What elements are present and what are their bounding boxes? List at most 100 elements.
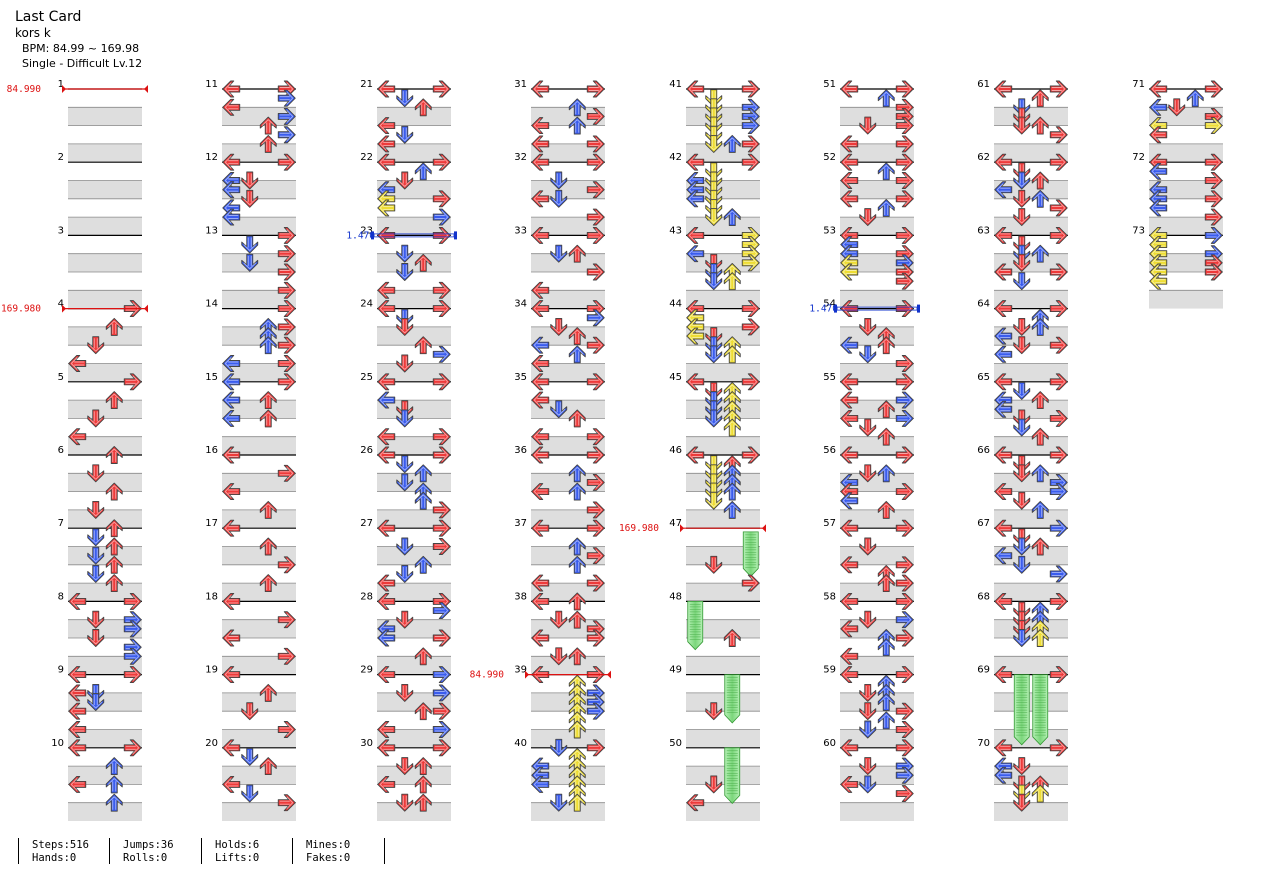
- arrow-right: [895, 245, 914, 263]
- arrow-right: [586, 80, 605, 98]
- arrow-right: [277, 281, 296, 299]
- arrow-left: [68, 592, 87, 610]
- arrow-up: [723, 208, 741, 227]
- arrow-left: [531, 300, 550, 318]
- arrow-left: [377, 117, 396, 135]
- arrow-right: [432, 190, 451, 208]
- measure-number: 40: [514, 738, 527, 749]
- measure-number: 48: [669, 591, 682, 602]
- arrow-up: [877, 89, 895, 108]
- arrow-down: [859, 775, 877, 794]
- measure-number: 65: [977, 372, 990, 383]
- bpm-value: 169.980: [1, 304, 41, 315]
- arrow-up: [105, 537, 123, 556]
- bpm-value: 84.990: [7, 84, 42, 95]
- arrow-right: [432, 629, 451, 647]
- arrow-up: [877, 638, 895, 657]
- arrow-left: [531, 373, 550, 391]
- measure-number: 23: [360, 225, 373, 236]
- arrow-left: [840, 666, 859, 684]
- measure-73: 73: [1132, 225, 1223, 309]
- arrow-right: [432, 345, 451, 363]
- arrow-left: [222, 98, 241, 116]
- arrow-down: [705, 491, 723, 510]
- arrow-down: [241, 253, 259, 272]
- arrow-down: [859, 683, 877, 702]
- arrow-right: [1049, 373, 1068, 391]
- arrow-left: [686, 446, 705, 464]
- arrow-down: [1013, 464, 1031, 483]
- arrow-up: [877, 464, 895, 483]
- measure-40: 40: [514, 738, 605, 821]
- arrow-down: [1013, 537, 1031, 556]
- arrow-left: [1149, 199, 1168, 217]
- measure-49: 49: [669, 665, 760, 748]
- measure-number: 1: [58, 79, 64, 90]
- arrow-down: [396, 757, 414, 776]
- arrow-up: [568, 116, 586, 135]
- measure-number: 44: [669, 299, 682, 310]
- measure-number: 13: [205, 225, 218, 236]
- arrow-left: [377, 666, 396, 684]
- arrow-left: [840, 519, 859, 537]
- arrow-right: [1049, 336, 1068, 354]
- arrow-down: [396, 683, 414, 702]
- arrow-right: [1049, 226, 1068, 244]
- arrow-right: [277, 263, 296, 281]
- song-header: Last Card kors k BPM: 84.99 ~ 169.98 Sin…: [15, 9, 142, 71]
- arrow-left: [1149, 162, 1168, 180]
- arrow-right: [432, 446, 451, 464]
- arrow-left: [840, 373, 859, 391]
- arrow-up: [568, 793, 586, 812]
- arrow-down: [396, 317, 414, 336]
- measure-number: 36: [514, 445, 527, 456]
- arrow-right: [432, 226, 451, 244]
- arrow-right: [1049, 199, 1068, 217]
- measure-65: 65: [977, 372, 1068, 455]
- arrow-down: [1013, 793, 1031, 812]
- arrow-left: [377, 373, 396, 391]
- measure-number: 7: [58, 518, 64, 529]
- stat-jumps: Jumps:36: [123, 839, 174, 851]
- arrow-left: [531, 355, 550, 372]
- arrow-right: [432, 519, 451, 537]
- arrow-right: [741, 153, 760, 171]
- measure-number: 54: [823, 299, 836, 310]
- arrow-down: [705, 345, 723, 364]
- arrow-left: [377, 300, 396, 318]
- measure-32: 32: [514, 152, 605, 236]
- measure-number: 37: [514, 518, 527, 529]
- measure-number: 62: [977, 152, 990, 163]
- arrow-up: [1031, 89, 1049, 108]
- arrow-left: [531, 483, 550, 501]
- measure-number: 4: [58, 299, 64, 310]
- arrow-up: [877, 400, 895, 419]
- arrow-down: [859, 720, 877, 739]
- arrow-left: [840, 647, 859, 665]
- arrow-right: [432, 501, 451, 519]
- measure-number: 5: [58, 372, 64, 383]
- arrow-down: [1013, 253, 1031, 272]
- arrow-left: [994, 153, 1013, 171]
- measure-62: 62: [977, 152, 1068, 236]
- arrow-up: [259, 537, 277, 556]
- arrow-up: [259, 336, 277, 355]
- arrow-down: [396, 473, 414, 492]
- measure-number: 47: [669, 518, 682, 529]
- arrow-right: [741, 574, 760, 592]
- arrow-up: [414, 464, 432, 483]
- arrow-up: [105, 519, 123, 538]
- measure-55: 55: [823, 372, 914, 455]
- arrow-down: [1168, 98, 1186, 117]
- arrow-left: [840, 409, 859, 427]
- arrow-right: [432, 300, 451, 318]
- measure-58: 58: [823, 591, 914, 675]
- measure-number: 6: [58, 445, 64, 456]
- arrow-up: [414, 793, 432, 812]
- arrow-up: [568, 327, 586, 345]
- arrow-right: [1204, 263, 1223, 281]
- measure-number: 55: [823, 372, 836, 383]
- measure-number: 3: [58, 225, 64, 236]
- measure-number: 61: [977, 79, 990, 90]
- measure-3: 3: [58, 225, 142, 309]
